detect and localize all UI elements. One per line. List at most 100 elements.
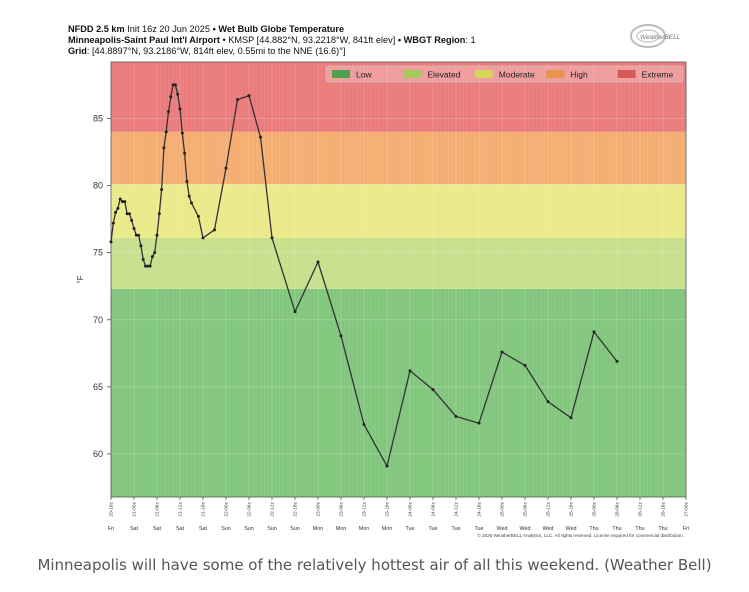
plot-frame [110,61,687,498]
wbgt-series [109,83,619,468]
x-day-label: Sun [221,526,231,532]
x-day-label: Tue [428,526,437,532]
legend-swatch-moderate [474,70,493,78]
data-point [183,151,187,155]
data-point [592,330,596,334]
data-point [247,94,251,98]
data-point [155,233,159,237]
data-point [569,416,573,420]
x-day-label: Thu [635,526,644,532]
product-name: Wet Bulb Globe Temperature [218,24,345,34]
x-day-label: Sun [290,526,300,532]
x-day-label: Sun [244,526,254,532]
band-moderate [111,184,686,238]
data-point [224,166,228,170]
y-tick-label: 85 [93,113,103,123]
x-day-label: Thu [589,526,598,532]
band-low [111,288,686,497]
header-line-2: Minneapolis-Saint Paul Int'l Airport • K… [68,35,476,46]
x-day-label: Tue [405,526,414,532]
x-day-label: Thu [658,526,667,532]
data-point [111,221,115,225]
data-point [385,464,389,468]
x-day-label: Sat [199,526,208,532]
data-point [477,421,481,425]
x-tick-label: 23-00z [316,501,322,516]
y-tick-label: 80 [93,181,103,191]
data-point [167,110,170,114]
x-tick-label: 25-06z [523,501,529,516]
y-axis: 60 65 70 75 80 85 [93,113,111,459]
data-point [150,255,154,259]
station-name: Minneapolis-Saint Paul Int'l Airport [68,35,220,45]
chart-header: NFDD 2.5 km Init 16z 20 Jun 2025 • Wet B… [68,24,476,57]
data-point [169,95,173,99]
legend-label-moderate: Moderate [499,70,535,80]
data-point [259,135,262,139]
header-line-1: NFDD 2.5 km Init 16z 20 Jun 2025 • Wet B… [68,24,476,35]
x-tick-label: 23-18z [385,501,391,516]
data-point [123,200,127,204]
x-tick-label: 22-00z [224,501,230,516]
data-point [109,240,113,244]
data-point [196,214,200,218]
data-point [293,310,297,314]
data-point [178,107,182,111]
logo-text: WeatherBELL [640,34,681,41]
x-day-label: Fri [108,526,114,532]
data-point [148,264,152,268]
data-point [190,201,193,205]
band-elevated [111,237,686,289]
wbgt-chart: 60 65 70 75 80 85 °F 20-18z Fri 21-00z Sat 21-06z… [76,61,690,538]
header-bullet-2: • [397,35,402,45]
grid-value: : [44.8897°N, 93.2186°W, 814ft elev, 0.5… [86,46,346,56]
x-day-label: Mon [313,526,324,532]
y-tick-label: 70 [93,315,103,325]
data-point [171,83,175,87]
x-tick-label: 26-12z [638,501,644,516]
data-point [236,98,239,102]
data-point [121,200,124,204]
data-point [187,194,191,198]
data-point [180,131,184,135]
image-caption: Minneapolis will have some of the relati… [37,556,712,574]
data-point [201,236,205,240]
x-day-label: Sat [130,526,139,532]
x-tick-label: 21-18z [201,501,207,516]
data-point [185,179,189,183]
data-point [146,264,150,268]
data-point [316,260,320,264]
data-point [137,233,141,237]
x-day-label: Thu [612,526,621,532]
x-tick-label: 21-12z [178,501,184,516]
data-point [176,92,180,96]
x-day-label: Wed [497,526,508,532]
legend-swatch-low [332,70,350,78]
model-name: NFDD 2.5 km [68,24,125,34]
data-point [431,388,435,392]
data-point [270,236,274,240]
data-point [125,212,129,216]
x-day-label: Wed [520,526,531,532]
x-day-label: Sat [176,526,185,532]
band-extreme [111,62,686,132]
x-day-label: Sat [153,526,162,532]
data-point [118,197,122,201]
y-tick-label: 60 [93,449,103,459]
data-point [213,228,216,232]
x-day-label: Mon [336,526,347,532]
data-point [546,400,550,404]
x-tick-label: 21-06z [155,501,161,516]
x-tick-label: 24-18z [477,501,483,516]
data-point [134,233,138,237]
x-tick-label: 26-00z [592,501,598,516]
data-point [130,218,134,222]
data-point [164,130,168,134]
x-day-label: Wed [566,526,577,532]
data-point [160,188,164,192]
data-point [408,369,412,373]
x-day-label: Mon [359,526,370,532]
legend-swatch-extreme [617,70,636,78]
weatherbell-logo: WeatherBELL [630,24,681,48]
station-info: • KMSP [44.882°N, 93.2218°W, 841ft elev] [222,35,396,45]
